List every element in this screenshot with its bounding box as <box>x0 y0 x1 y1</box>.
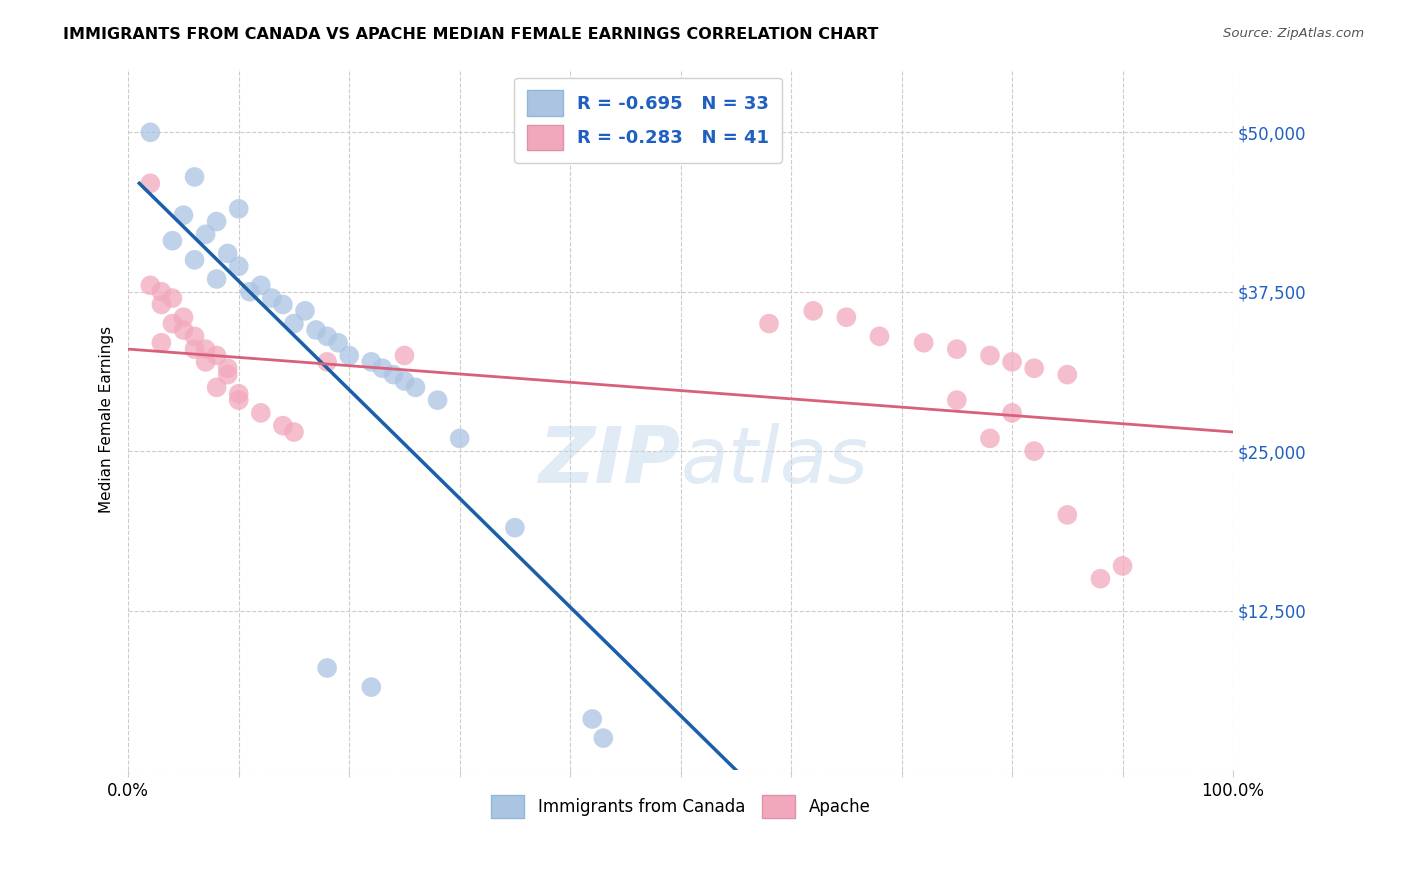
Text: Source: ZipAtlas.com: Source: ZipAtlas.com <box>1223 27 1364 40</box>
Point <box>139 278 162 293</box>
Point <box>835 310 858 325</box>
Point <box>205 349 228 363</box>
Point <box>371 361 394 376</box>
Point <box>217 246 239 260</box>
Point <box>162 317 184 331</box>
Point <box>869 329 891 343</box>
Point <box>183 342 205 356</box>
Point <box>1090 572 1112 586</box>
Point <box>150 285 173 299</box>
Point <box>139 125 162 139</box>
Point <box>228 259 250 273</box>
Point <box>912 335 935 350</box>
Point <box>260 291 283 305</box>
Point <box>162 234 184 248</box>
Point <box>305 323 328 337</box>
Point <box>205 272 228 286</box>
Point <box>394 374 416 388</box>
Point <box>250 278 273 293</box>
Point <box>173 208 195 222</box>
Point <box>1056 368 1078 382</box>
Point <box>139 177 162 191</box>
Point <box>217 368 239 382</box>
Point <box>283 425 305 439</box>
Point <box>228 393 250 408</box>
Point <box>239 285 262 299</box>
Point <box>294 303 316 318</box>
Point <box>979 349 1001 363</box>
Point <box>503 521 526 535</box>
Point <box>217 361 239 376</box>
Point <box>250 406 273 420</box>
Point <box>205 214 228 228</box>
Point <box>183 252 205 267</box>
Y-axis label: Median Female Earnings: Median Female Earnings <box>100 326 114 513</box>
Text: ZIP: ZIP <box>538 424 681 500</box>
Point <box>283 317 305 331</box>
Point <box>1056 508 1078 522</box>
Point <box>979 431 1001 445</box>
Point <box>1024 444 1046 458</box>
Point <box>1001 355 1024 369</box>
Point <box>194 355 217 369</box>
Point <box>758 317 780 331</box>
Legend: Immigrants from Canada, Apache: Immigrants from Canada, Apache <box>484 788 877 825</box>
Point <box>1024 361 1046 376</box>
Text: atlas: atlas <box>681 424 869 500</box>
Point <box>194 227 217 242</box>
Point <box>405 380 427 394</box>
Point <box>150 297 173 311</box>
Point <box>228 202 250 216</box>
Point <box>426 393 449 408</box>
Point <box>173 323 195 337</box>
Point <box>173 310 195 325</box>
Point <box>581 712 603 726</box>
Point <box>316 661 339 675</box>
Point <box>271 297 294 311</box>
Point <box>194 342 217 356</box>
Point <box>382 368 405 382</box>
Point <box>946 393 969 408</box>
Point <box>328 335 350 350</box>
Point <box>1001 406 1024 420</box>
Point <box>337 349 360 363</box>
Point <box>316 329 339 343</box>
Point <box>360 355 382 369</box>
Point <box>162 291 184 305</box>
Point <box>449 431 471 445</box>
Point <box>394 349 416 363</box>
Point <box>946 342 969 356</box>
Point <box>183 329 205 343</box>
Point <box>228 386 250 401</box>
Point <box>205 380 228 394</box>
Point <box>316 355 339 369</box>
Point <box>592 731 614 745</box>
Point <box>360 680 382 694</box>
Point <box>150 335 173 350</box>
Point <box>271 418 294 433</box>
Point <box>1111 558 1133 573</box>
Text: IMMIGRANTS FROM CANADA VS APACHE MEDIAN FEMALE EARNINGS CORRELATION CHART: IMMIGRANTS FROM CANADA VS APACHE MEDIAN … <box>63 27 879 42</box>
Point <box>801 303 824 318</box>
Point <box>183 169 205 184</box>
